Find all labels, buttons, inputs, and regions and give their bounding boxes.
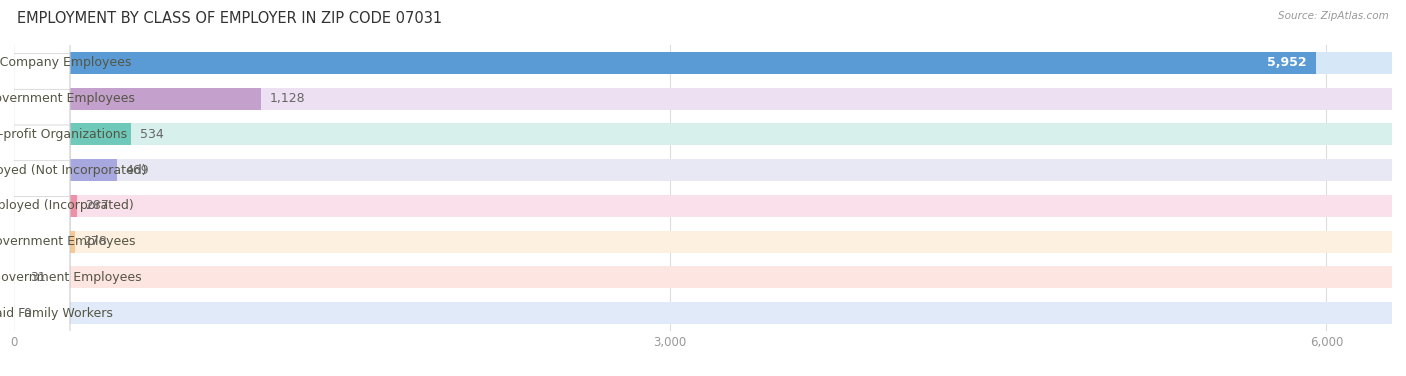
Bar <box>14 230 1392 253</box>
Text: Self-Employed (Incorporated): Self-Employed (Incorporated) <box>0 199 134 212</box>
Text: 31: 31 <box>30 271 45 284</box>
Text: Unpaid Family Workers: Unpaid Family Workers <box>0 306 112 320</box>
Bar <box>14 302 1392 324</box>
Bar <box>14 88 1392 110</box>
FancyBboxPatch shape <box>14 89 70 323</box>
Bar <box>14 159 1392 181</box>
Text: 287: 287 <box>86 199 110 212</box>
Text: 278: 278 <box>83 235 107 248</box>
FancyBboxPatch shape <box>14 0 70 180</box>
Text: Self-Employed (Not Incorporated): Self-Employed (Not Incorporated) <box>0 164 146 177</box>
FancyBboxPatch shape <box>14 0 70 215</box>
Text: 534: 534 <box>139 128 163 141</box>
Bar <box>14 52 1392 74</box>
FancyBboxPatch shape <box>14 18 70 251</box>
Bar <box>14 195 1392 217</box>
Text: State Government Employees: State Government Employees <box>0 235 135 248</box>
Bar <box>14 195 77 217</box>
Bar <box>14 266 1392 288</box>
Text: EMPLOYMENT BY CLASS OF EMPLOYER IN ZIP CODE 07031: EMPLOYMENT BY CLASS OF EMPLOYER IN ZIP C… <box>17 11 441 26</box>
Text: 469: 469 <box>125 164 149 177</box>
Text: Private Company Employees: Private Company Employees <box>0 56 131 70</box>
Bar <box>14 52 1316 74</box>
FancyBboxPatch shape <box>14 125 70 358</box>
Text: Source: ZipAtlas.com: Source: ZipAtlas.com <box>1278 11 1389 21</box>
Bar <box>14 123 1392 146</box>
Bar <box>14 266 21 288</box>
FancyBboxPatch shape <box>14 53 70 287</box>
Bar <box>14 88 260 110</box>
FancyBboxPatch shape <box>14 161 70 376</box>
Bar <box>14 123 131 146</box>
Text: 1,128: 1,128 <box>270 92 305 105</box>
Text: 5,952: 5,952 <box>1267 56 1308 70</box>
Bar <box>14 230 75 253</box>
Bar <box>14 159 117 181</box>
Text: Local Government Employees: Local Government Employees <box>0 92 135 105</box>
Text: Not-for-profit Organizations: Not-for-profit Organizations <box>0 128 127 141</box>
Text: Federal Government Employees: Federal Government Employees <box>0 271 142 284</box>
Text: 0: 0 <box>22 306 31 320</box>
FancyBboxPatch shape <box>14 196 70 376</box>
